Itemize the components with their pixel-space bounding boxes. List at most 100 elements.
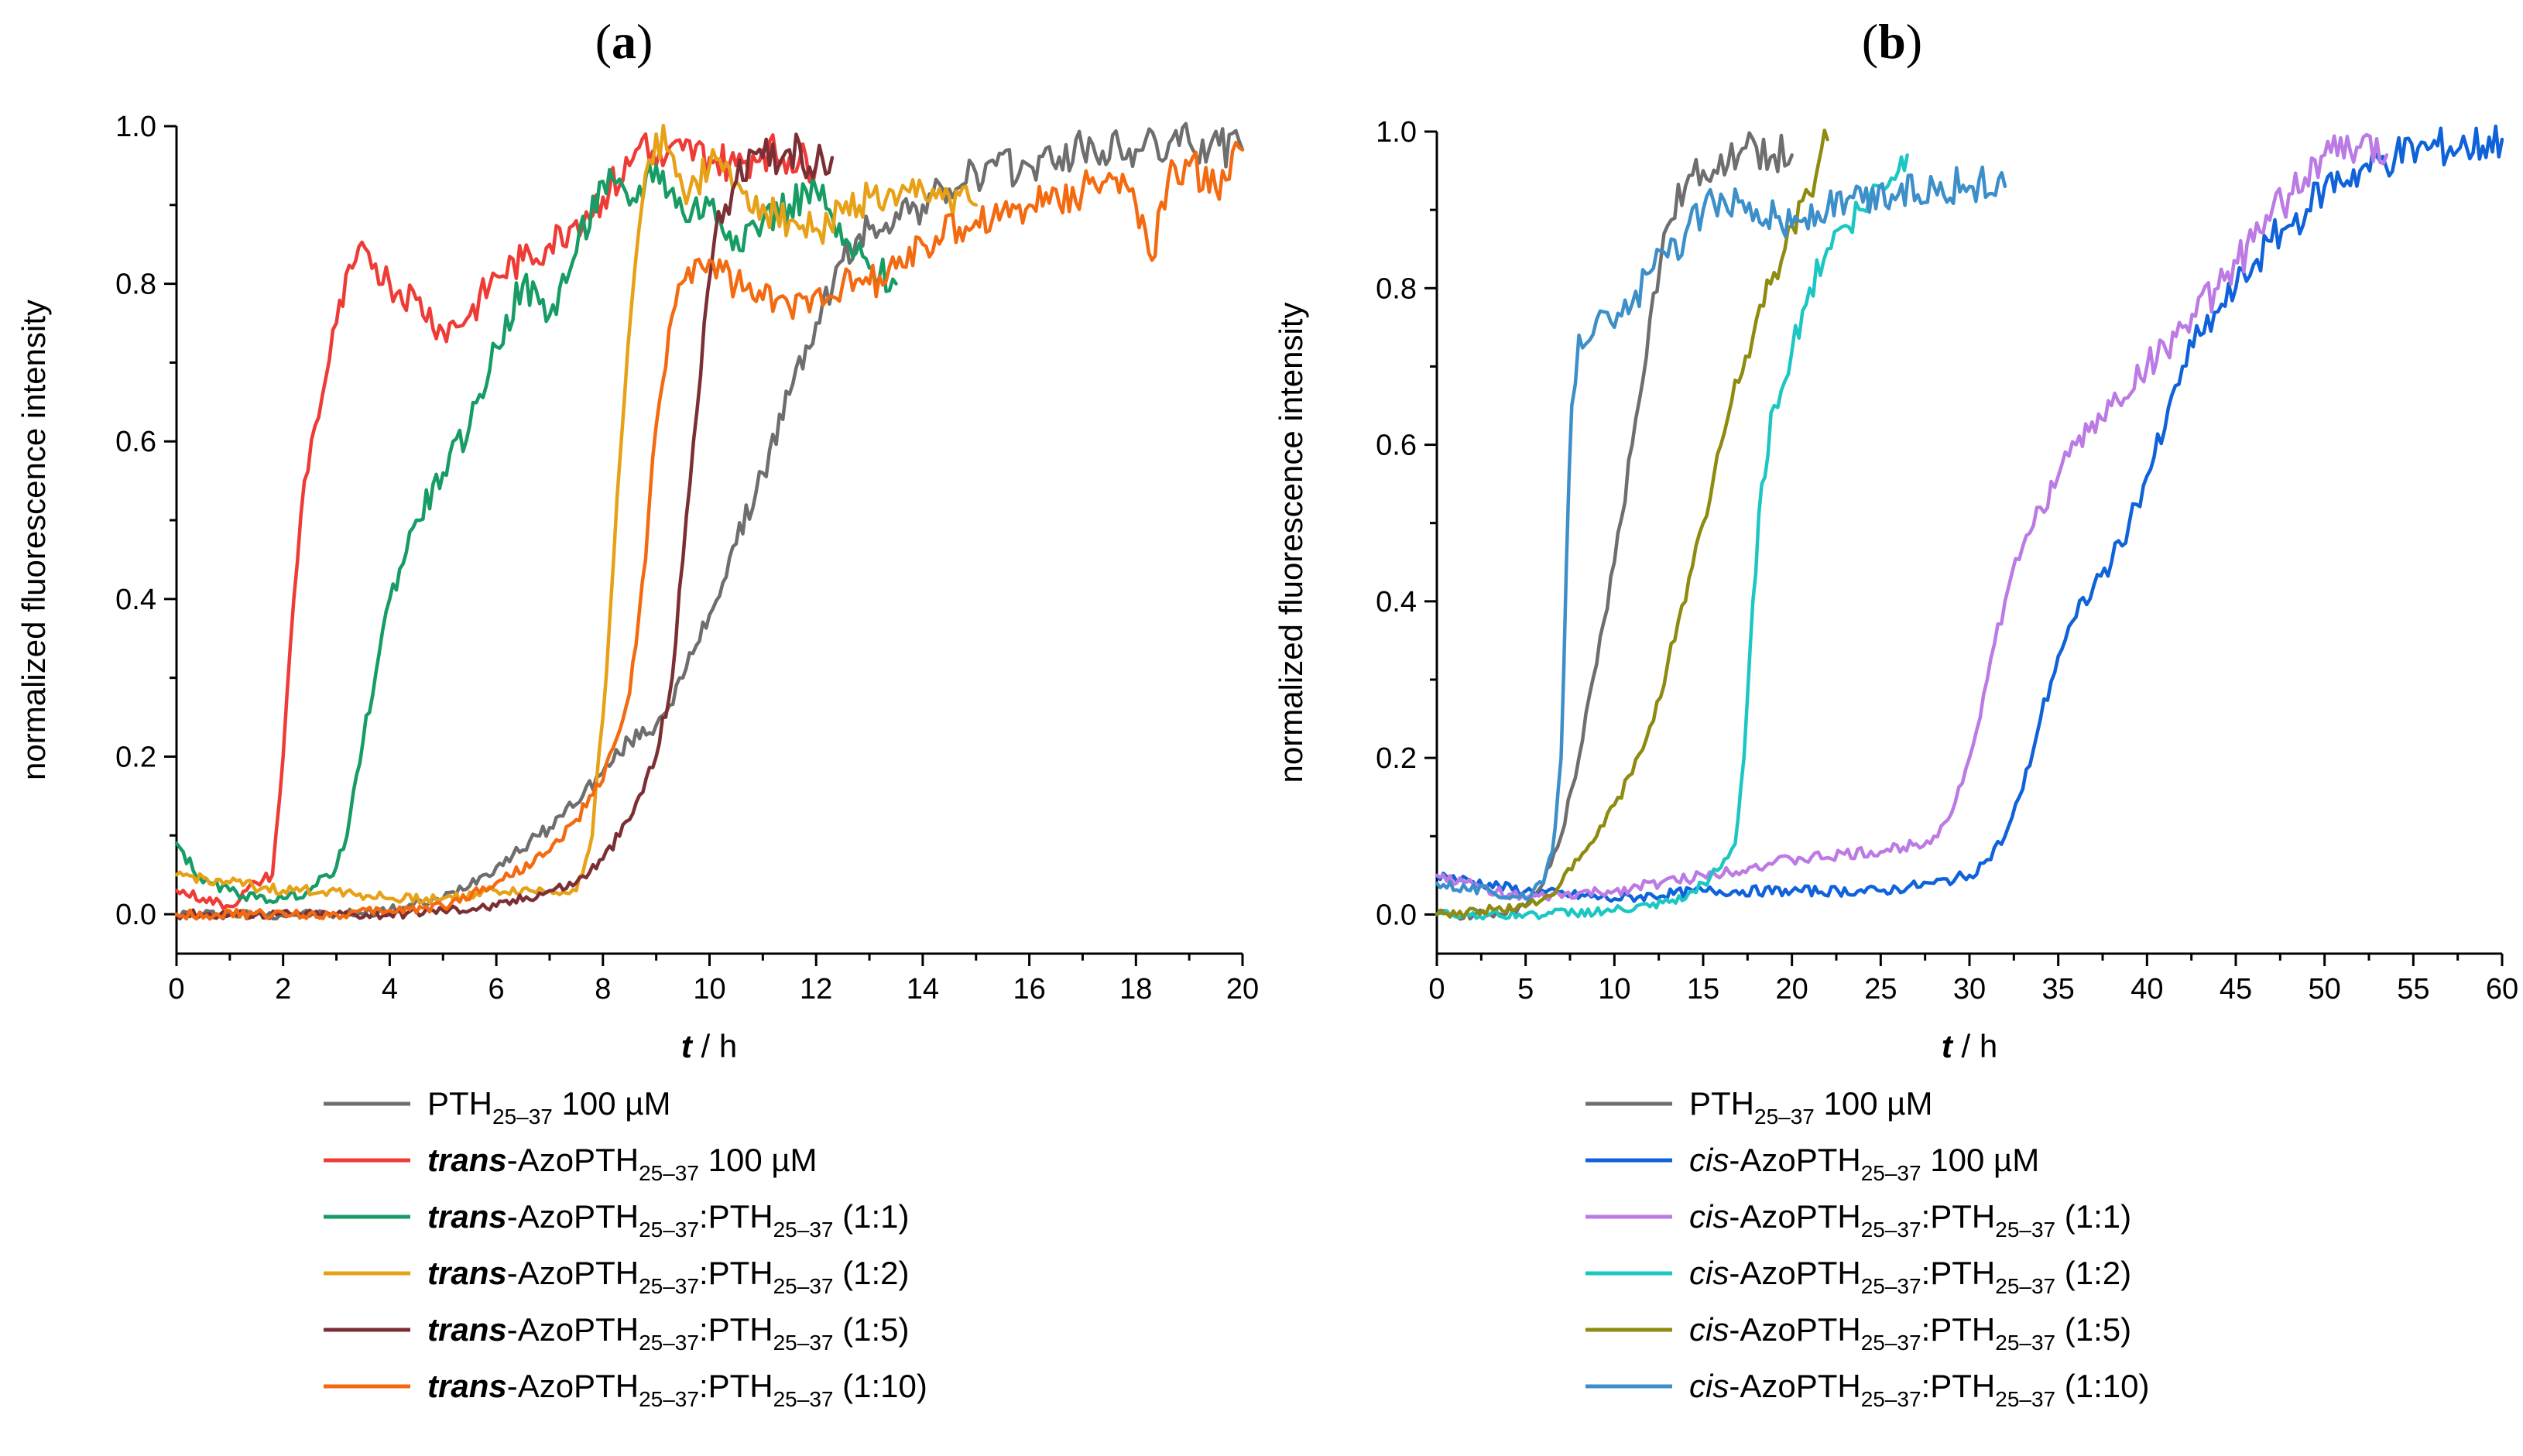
x-axis-title-unit: / h	[1952, 1028, 1997, 1064]
series-line	[174, 123, 979, 905]
legend-prefix: cis	[1689, 1142, 1729, 1178]
x-axis-title: t / h	[1942, 1028, 1997, 1064]
legend-main: -AzoPTH	[1729, 1255, 1860, 1291]
legend-subscript-2: 25–37	[773, 1387, 834, 1411]
series-line	[1435, 132, 2389, 902]
legend-tail: (1:10)	[833, 1368, 927, 1404]
legend-subscript-2: 25–37	[773, 1274, 834, 1298]
x-axis-title: t / h	[681, 1028, 737, 1064]
legend-subscript: 25–37	[1861, 1218, 1921, 1242]
x-tick-label: 50	[2309, 973, 2341, 1005]
legend-subscript: 25–37	[639, 1387, 699, 1411]
legend-subscript: 25–37	[639, 1331, 699, 1355]
legend-prefix: trans	[427, 1368, 507, 1404]
legend-main: -AzoPTH	[1729, 1368, 1860, 1404]
x-tick-label: 15	[1687, 973, 1719, 1005]
series-line	[174, 163, 898, 905]
series-line	[1435, 165, 2007, 901]
legend-entry: trans-AzoPTH25–37:PTH25–37 (1:5)	[427, 1311, 910, 1355]
legend-subscript: 25–37	[639, 1218, 699, 1242]
x-tick-label: 60	[2486, 973, 2518, 1005]
y-tick-label: 0.2	[1376, 742, 1417, 775]
legend-rest: :PTH	[699, 1368, 773, 1404]
legend-main: PTH	[1689, 1085, 1754, 1122]
legend-rest: :PTH	[1921, 1255, 1996, 1291]
x-tick-label: 35	[2042, 973, 2075, 1005]
panel-label-close: )	[636, 14, 653, 69]
x-tick-label: 18	[1119, 973, 1152, 1005]
legend-entry: PTH25–37 100 µM	[427, 1085, 670, 1129]
panel-letter: b	[1878, 14, 1906, 69]
legend-subscript: 25–37	[1861, 1387, 1921, 1411]
legend-subscript-2: 25–37	[1995, 1218, 2055, 1242]
legend-subscript: 25–37	[492, 1105, 553, 1129]
panel-letter: a	[612, 14, 636, 69]
y-axis-title: normalized fluorescence intensity	[15, 300, 52, 780]
x-tick-label: 10	[1598, 973, 1630, 1005]
x-tick-label: 16	[1013, 973, 1045, 1005]
legend-tail: (1:2)	[2055, 1255, 2131, 1291]
panel-label: (b)	[1862, 14, 1922, 69]
legend-main: -AzoPTH	[507, 1142, 639, 1178]
legend-main: -AzoPTH	[507, 1311, 639, 1348]
x-tick-label: 20	[1776, 973, 1808, 1005]
x-tick-label: 30	[1953, 973, 1986, 1005]
legend-entry: cis-AzoPTH25–37:PTH25–37 (1:2)	[1689, 1255, 2131, 1298]
legend-entry: cis-AzoPTH25–37:PTH25–37 (1:5)	[1689, 1311, 2131, 1355]
panel-label-open: (	[595, 14, 612, 69]
legend-tail: (1:1)	[2055, 1198, 2131, 1235]
x-tick-label: 2	[275, 973, 291, 1005]
legend-rest: :PTH	[699, 1311, 773, 1348]
legend-subscript-2: 25–37	[1995, 1274, 2055, 1298]
x-tick-label: 45	[2220, 973, 2252, 1005]
legend-subscript-2: 25–37	[773, 1331, 834, 1355]
legend-main: -AzoPTH	[507, 1198, 639, 1235]
legend-rest: 100 µM	[1815, 1085, 1933, 1122]
legend-prefix: cis	[1689, 1255, 1729, 1291]
y-tick-label: 0.2	[115, 741, 156, 773]
legend-main: PTH	[427, 1085, 492, 1122]
x-tick-label: 6	[488, 973, 505, 1005]
legend-entry: cis-AzoPTH25–37 100 µM	[1689, 1142, 2039, 1185]
legend-prefix: trans	[427, 1142, 507, 1178]
legend-tail: (1:5)	[833, 1311, 909, 1348]
legend-rest: :PTH	[1921, 1198, 1996, 1235]
legend-subscript: 25–37	[1861, 1161, 1921, 1185]
x-axis-title-italic: t	[1942, 1028, 1954, 1064]
legend-entry: trans-AzoPTH25–37:PTH25–37 (1:2)	[427, 1255, 910, 1298]
x-tick-label: 14	[907, 973, 939, 1005]
x-tick-label: 55	[2397, 973, 2429, 1005]
x-tick-label: 12	[800, 973, 832, 1005]
legend-rest: :PTH	[1921, 1311, 1996, 1348]
legend-entry: cis-AzoPTH25–37:PTH25–37 (1:1)	[1689, 1198, 2131, 1242]
legend-tail: (1:2)	[833, 1255, 909, 1291]
x-tick-label: 0	[168, 973, 184, 1005]
y-tick-label: 1.0	[1376, 116, 1417, 149]
legend-subscript-2: 25–37	[773, 1218, 834, 1242]
series-line	[174, 122, 1245, 921]
series-line	[174, 140, 1245, 921]
y-tick-label: 0.8	[1376, 272, 1417, 305]
legend-entry: trans-AzoPTH25–37 100 µM	[427, 1142, 818, 1185]
legend-prefix: cis	[1689, 1368, 1729, 1404]
legend-rest: :PTH	[1921, 1368, 1996, 1404]
panel-b: (b) 0 5 10 15 20 25 30 35 40 45 50 55 60 0.0 0.2 0.4 0.6 0…	[1273, 14, 2518, 1411]
legend-entry: trans-AzoPTH25–37:PTH25–37 (1:10)	[427, 1368, 927, 1411]
y-tick-label: 0.8	[115, 269, 156, 301]
y-tick-label: 0.6	[115, 426, 156, 458]
legend-tail: (1:10)	[2055, 1368, 2149, 1404]
legend-subscript-2: 25–37	[1995, 1387, 2055, 1411]
x-tick-label: 8	[595, 973, 611, 1005]
x-tick-label: 4	[382, 973, 398, 1005]
panel-label-open: (	[1862, 14, 1878, 69]
x-tick-label: 20	[1226, 973, 1259, 1005]
y-axis-title: normalized fluorescence intensity	[1273, 303, 1309, 783]
legend-subscript: 25–37	[639, 1161, 699, 1185]
panel-label-close: )	[1906, 14, 1922, 69]
legend-entry: trans-AzoPTH25–37:PTH25–37 (1:1)	[427, 1198, 910, 1242]
y-tick-label: 0.6	[1376, 430, 1417, 462]
series-line	[1435, 128, 1829, 919]
legend-rest: 100 µM	[1921, 1142, 2040, 1178]
legend-main: -AzoPTH	[1729, 1311, 1860, 1348]
